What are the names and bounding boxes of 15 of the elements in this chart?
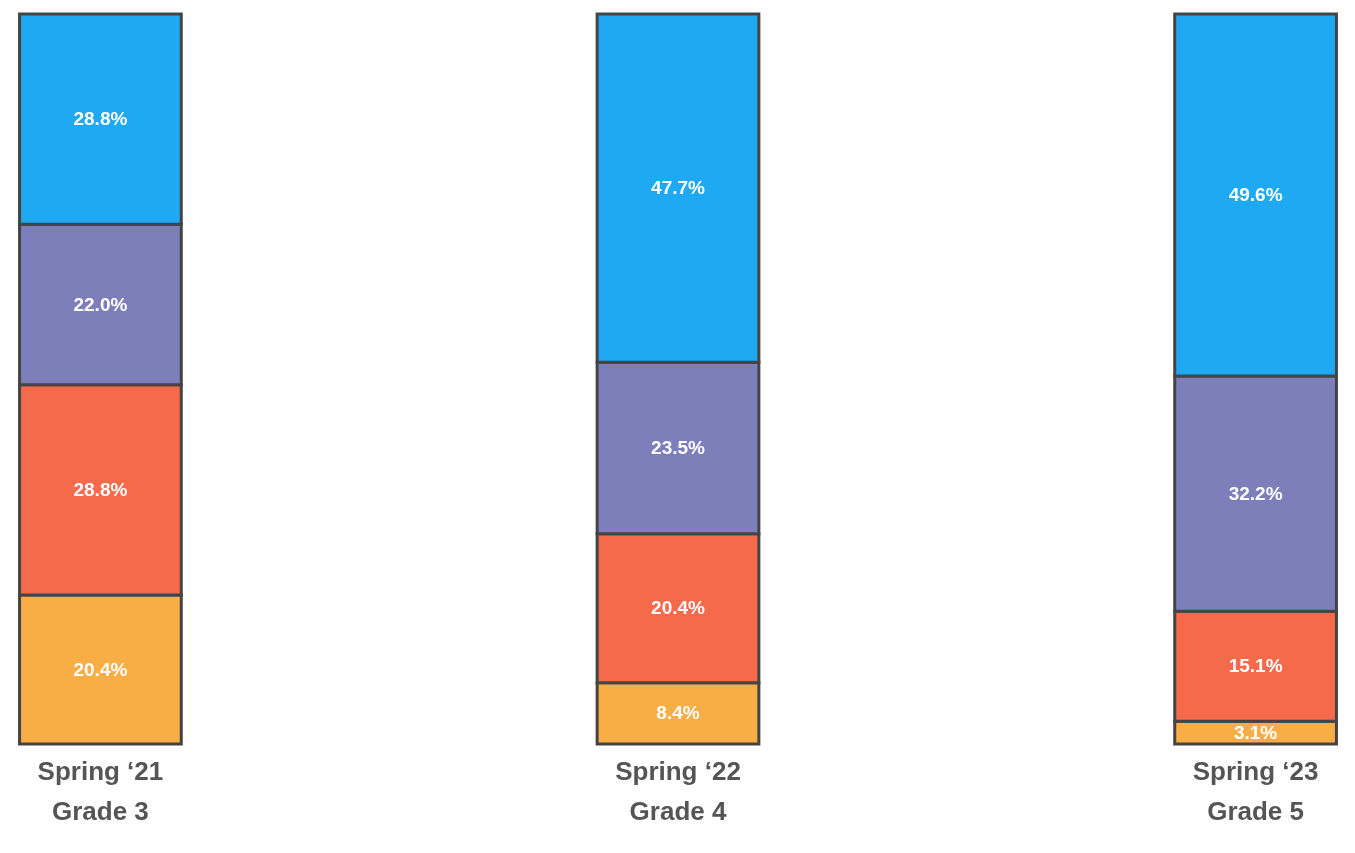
data-label: 20.4% — [73, 658, 128, 680]
data-label: 23.5% — [651, 436, 706, 458]
data-label: 8.4% — [656, 702, 700, 724]
data-label: 22.0% — [73, 293, 128, 315]
data-label: 49.6% — [1228, 184, 1283, 206]
x-tick-label: Spring ‘21 Grade 3 — [37, 755, 164, 826]
data-label: 32.2% — [1228, 482, 1283, 504]
x-tick-label: Spring ‘22 Grade 4 — [615, 755, 741, 826]
data-label: 28.8% — [73, 108, 128, 130]
x-tick-label: Spring ‘23 Grade 5 — [1192, 755, 1319, 826]
data-label: 47.7% — [651, 177, 706, 199]
data-label: 20.4% — [651, 597, 706, 619]
data-label: 15.1% — [1228, 655, 1283, 677]
data-label: 3.1% — [1233, 721, 1278, 743]
data-label: 28.8% — [73, 478, 128, 500]
